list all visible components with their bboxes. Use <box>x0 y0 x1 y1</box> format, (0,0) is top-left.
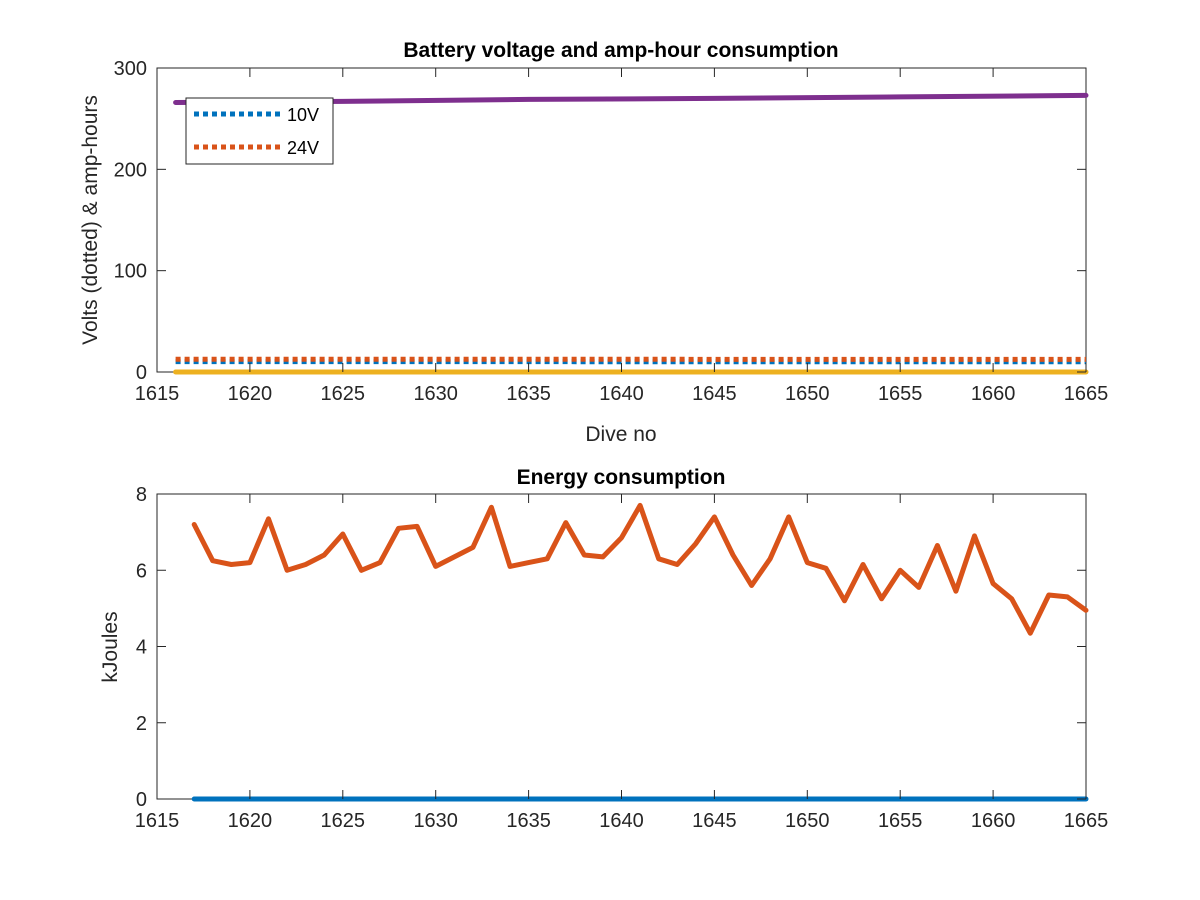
energy-chart-axes-box <box>156 493 1087 800</box>
energy-y-tick-label: 2 <box>136 713 147 735</box>
voltage-x-tick-label: 1655 <box>878 383 923 405</box>
voltage-y-tick-label: 100 <box>114 261 147 283</box>
energy-x-tick-label: 1660 <box>971 810 1016 832</box>
voltage-chart-legend: 10V 24V <box>185 97 334 165</box>
legend-box <box>185 97 334 165</box>
voltage-x-tick-label: 1620 <box>228 383 273 405</box>
energy-x-tick-label: 1640 <box>599 810 644 832</box>
energy-chart: 1615 1620 1625 1630 1635 1640 1645 1650 1655 1660… <box>99 466 1108 832</box>
energy-x-tick-label: 1635 <box>506 810 551 832</box>
energy-chart-y-axis-label: kJoules <box>99 611 122 682</box>
voltage-x-tick-label: 1645 <box>692 383 737 405</box>
voltage-x-tick-label: 1640 <box>599 383 644 405</box>
voltage-x-tick-label: 1650 <box>785 383 830 405</box>
energy-line-series-1 <box>191 502 1089 636</box>
voltage-chart-x-axis-label: Dive no <box>585 423 656 446</box>
energy-x-tick-label: 1615 <box>135 810 180 832</box>
energy-y-tick-label: 4 <box>136 637 147 659</box>
voltage-y-tick-label: 200 <box>114 159 147 181</box>
voltage-y-tick-label: 0 <box>136 362 147 384</box>
energy-x-tick-label: 1655 <box>878 810 923 832</box>
energy-x-tick-label: 1645 <box>692 810 737 832</box>
voltage-x-tick-label: 1615 <box>135 383 180 405</box>
voltage-chart-title: Battery voltage and amp-hour consumption <box>403 39 838 62</box>
voltage-x-tick-label: 1665 <box>1064 383 1109 405</box>
energy-chart-ticks: 1615 1620 1625 1630 1635 1640 1645 1650 1655 1660… <box>135 484 1109 832</box>
voltage-chart-y-axis-label: Volts (dotted) & amp-hours <box>79 95 102 345</box>
energy-x-tick-label: 1630 <box>413 810 458 832</box>
energy-x-tick-label: 1650 <box>785 810 830 832</box>
energy-x-tick-label: 1665 <box>1064 810 1109 832</box>
legend-label-10v: 10V <box>287 105 319 125</box>
voltage-x-tick-label: 1625 <box>321 383 366 405</box>
voltage-x-tick-label: 1660 <box>971 383 1016 405</box>
voltage-chart-ticks: 1615 1620 1625 1630 1635 1640 1645 1650 1655 1660… <box>114 58 1109 405</box>
voltage-y-tick-label: 300 <box>114 58 147 80</box>
energy-x-tick-label: 1625 <box>321 810 366 832</box>
voltage-chart: 1615 1620 1625 1630 1635 1640 1645 1650 1655 1660… <box>79 39 1108 446</box>
voltage-x-tick-label: 1635 <box>506 383 551 405</box>
energy-y-tick-label: 0 <box>136 789 147 811</box>
legend-label-24v: 24V <box>287 138 319 158</box>
energy-y-tick-label: 8 <box>136 484 147 506</box>
voltage-x-tick-label: 1630 <box>413 383 458 405</box>
energy-x-tick-label: 1620 <box>228 810 273 832</box>
energy-chart-title: Energy consumption <box>517 466 726 489</box>
energy-y-tick-label: 6 <box>136 560 147 582</box>
